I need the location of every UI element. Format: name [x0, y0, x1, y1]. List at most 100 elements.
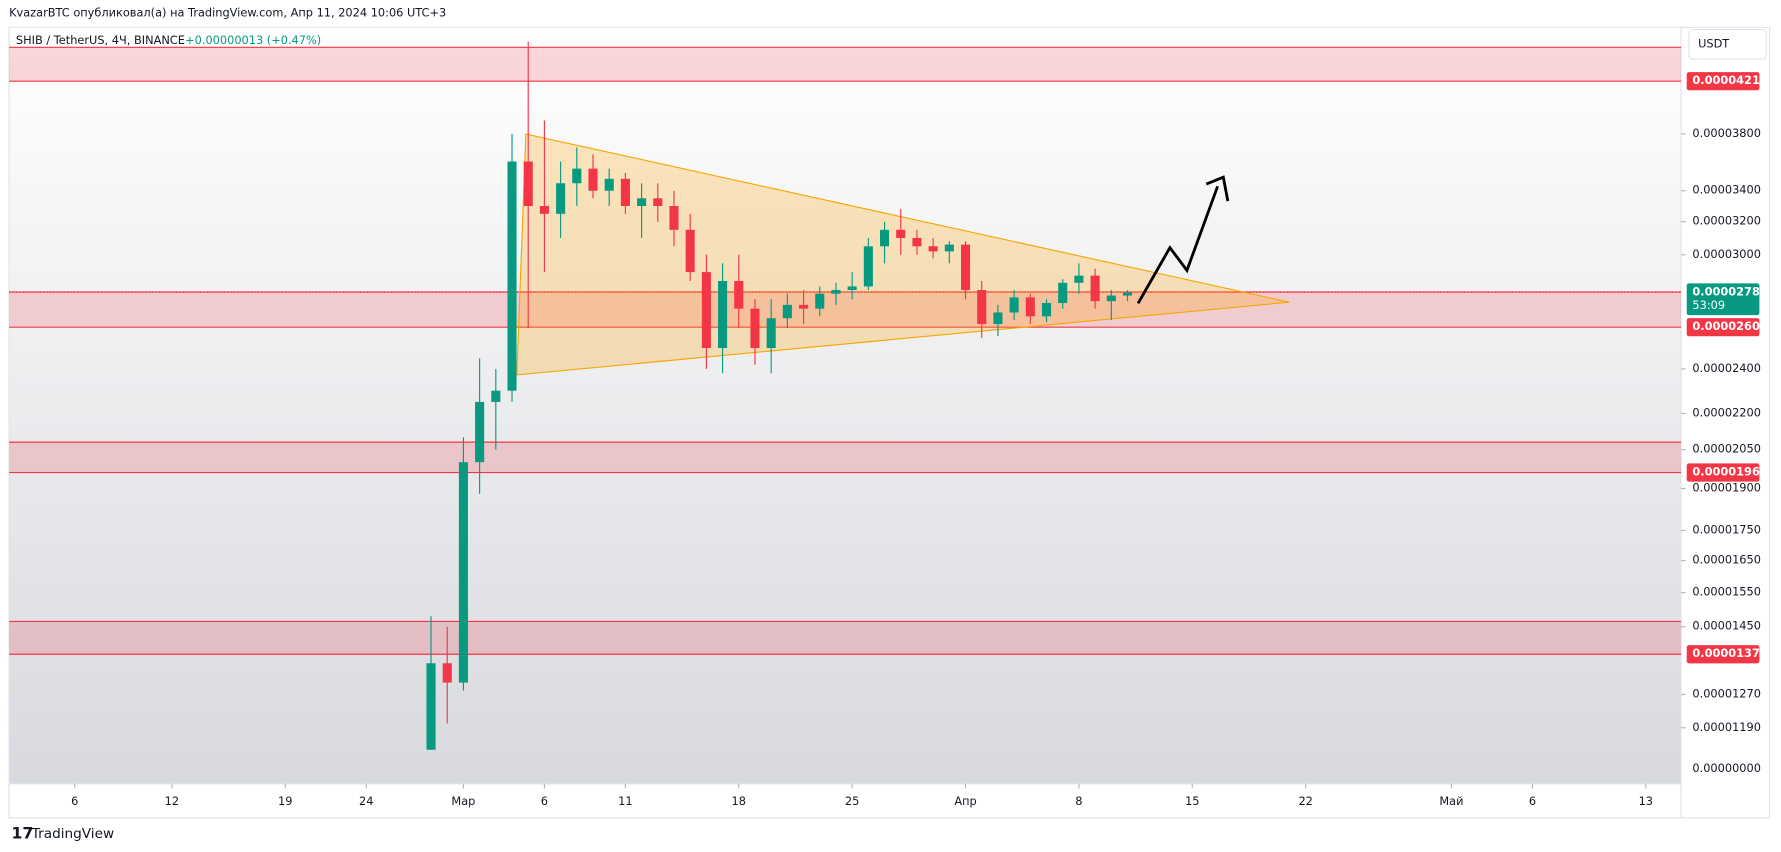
price-label: 0.00002604: [1692, 319, 1767, 333]
x-tick-label: Май: [1439, 794, 1463, 808]
bottom-tick-label: 0.00000000: [1692, 761, 1761, 775]
candle-body: [896, 229, 906, 238]
candle-body: [815, 293, 825, 309]
x-tick-label: 6: [541, 794, 548, 808]
y-tick-label: 0.00001650: [1692, 553, 1761, 567]
price-label-box: [1686, 463, 1760, 482]
candle-body: [863, 246, 873, 287]
candle-body: [637, 198, 647, 206]
candle-body: [766, 318, 776, 349]
zone: [9, 47, 1682, 82]
candle-body: [475, 401, 485, 463]
currency-button[interactable]: [1688, 28, 1767, 60]
x-tick-label: Мар: [451, 794, 475, 808]
price-label-box: [1686, 645, 1760, 664]
header: KvazarBTC опубликовал(а) на TradingView.…: [9, 6, 446, 20]
last-price-box: [1686, 283, 1760, 316]
y-tick-label: 0.00003000: [1692, 247, 1761, 261]
price-label: 0.00001374: [1692, 646, 1767, 660]
candle-body: [491, 390, 501, 402]
y-tick-label: 0.00001270: [1692, 687, 1761, 701]
y-tick-label: 0.00001750: [1692, 523, 1761, 537]
candle-body: [604, 178, 614, 191]
price-label-box: [1686, 318, 1760, 337]
candle-body: [556, 183, 566, 214]
zones: [9, 46, 1682, 655]
zone: [9, 291, 1682, 328]
x-tick-label: Апр: [954, 794, 976, 808]
price-label-box: [1686, 72, 1760, 91]
candle-body: [718, 280, 728, 349]
last-price-label: 0.00002787: [1692, 284, 1767, 298]
candle-body: [458, 462, 468, 683]
arrow-head: [1205, 175, 1230, 202]
x-tick-label: 12: [165, 794, 179, 808]
candle-body: [426, 663, 436, 750]
candle-body: [588, 168, 598, 191]
y-tick-label: 0.00001190: [1692, 720, 1761, 734]
x-tick-label: 15: [1185, 794, 1199, 808]
candle-body: [734, 280, 744, 309]
price-label: 0.00004212: [1692, 73, 1767, 87]
frame: [8, 26, 1771, 819]
candle-body: [572, 168, 582, 184]
x-tick-label: 11: [618, 794, 632, 808]
candle-body: [799, 304, 809, 309]
candle-body: [880, 229, 890, 247]
x-tick-label: 25: [845, 794, 859, 808]
currency-label[interactable]: USDT: [1698, 36, 1729, 50]
candle-body: [442, 663, 452, 683]
candle-body: [653, 198, 663, 206]
candle-body: [1122, 292, 1133, 296]
zone: [9, 442, 1682, 473]
candle-body: [944, 244, 954, 252]
y-tick-label: 0.00001550: [1692, 585, 1761, 599]
x-tick-label: 19: [278, 794, 292, 808]
candle-body: [977, 290, 987, 325]
candle-body: [831, 290, 841, 294]
x-tick-label: 6: [71, 794, 78, 808]
x-tick-label: 13: [1639, 794, 1653, 808]
pane: [9, 27, 1682, 784]
x-tick-label: 18: [732, 794, 746, 808]
candle-body: [1041, 303, 1052, 317]
candle-body: [620, 178, 630, 206]
change: +0.00000013 (+0.47%): [185, 33, 321, 47]
y-tick-label: 0.00001900: [1692, 480, 1761, 494]
candle-body: [960, 244, 971, 291]
y-tick-label: 0.00003400: [1692, 183, 1761, 197]
y-tick-label: 0.00002200: [1692, 405, 1761, 419]
candle-body: [701, 272, 711, 349]
candle-body: [847, 286, 857, 291]
candle-body: [912, 237, 922, 247]
candle-body: [507, 161, 517, 391]
candle-body: [782, 304, 792, 319]
y-tick-label: 0.00002400: [1692, 361, 1761, 375]
candles: [426, 41, 1133, 750]
candle-body: [1058, 282, 1068, 304]
y-tick-label: 0.00003200: [1692, 214, 1761, 228]
x-tick-label: 6: [1529, 794, 1536, 808]
x-tick-label: 24: [359, 794, 373, 808]
pane-content: [426, 41, 1290, 750]
candle-body: [669, 205, 679, 230]
countdown: 53:09: [1692, 298, 1725, 312]
candle-body: [1025, 297, 1035, 317]
candle-body: [750, 308, 760, 349]
candle-body: [993, 312, 1003, 325]
x-tick-label: 8: [1075, 794, 1082, 808]
y-tick-label: 0.00002050: [1692, 442, 1761, 456]
y-tick-label: 0.00001450: [1692, 619, 1761, 633]
candle-body: [1106, 295, 1116, 302]
footer: TradingView: [31, 826, 114, 842]
candle-body: [523, 161, 533, 206]
zone: [9, 621, 1682, 655]
symbol: SHIB / TetherUS, 4Ч, BINANCE: [16, 33, 185, 47]
candle-body: [1074, 275, 1084, 283]
candle-body: [539, 205, 549, 214]
y-tick-label: 0.00003800: [1692, 126, 1761, 140]
candle-body: [1090, 275, 1100, 302]
forecast-arrow: [1136, 185, 1219, 305]
